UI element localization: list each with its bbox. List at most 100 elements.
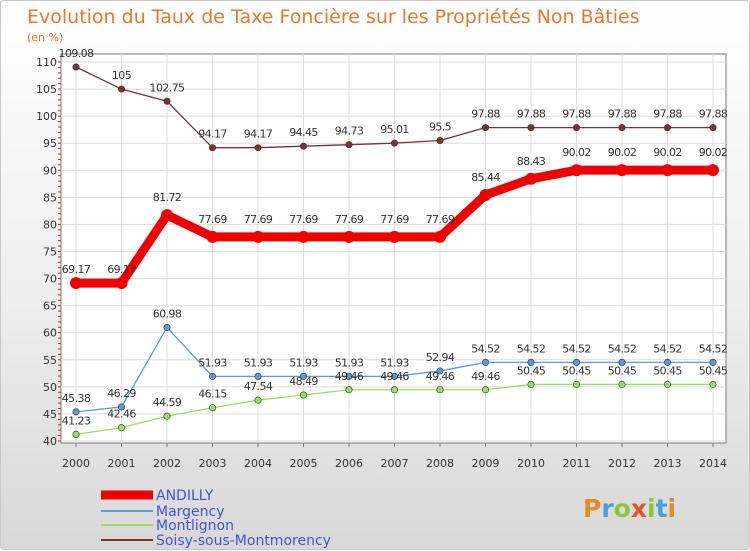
data-point — [572, 124, 580, 132]
data-point — [434, 230, 446, 243]
data-point — [570, 164, 583, 177]
data-point — [436, 137, 444, 145]
x-tick-label: 2014 — [699, 457, 727, 470]
y-tick-label: 55 — [43, 354, 57, 367]
data-label: 90.02 — [699, 146, 728, 159]
y-tick-label: 45 — [43, 408, 57, 421]
data-label: 54.52 — [653, 342, 682, 355]
data-point — [390, 139, 398, 147]
axes: 40 45 50 55 60 65 70 75 80 85 90 95 100 105 110 2000 200… — [36, 56, 727, 470]
data-label: 77.69 — [198, 213, 227, 226]
series-montlignon — [72, 380, 717, 438]
data-point — [661, 164, 674, 177]
legend-label: Margency — [156, 504, 225, 520]
data-point — [254, 372, 262, 380]
data-label: 52.94 — [426, 351, 455, 364]
logo-letter: o — [614, 494, 631, 523]
data-point — [663, 358, 671, 366]
data-label: 46.15 — [198, 388, 227, 401]
data-point — [709, 358, 717, 366]
data-point — [481, 386, 489, 394]
data-label: 69.17 — [62, 263, 91, 276]
data-point — [297, 230, 310, 243]
y-tick-label: 105 — [36, 83, 57, 96]
data-point — [72, 408, 80, 416]
data-point — [527, 124, 535, 132]
y-unit-label: (en %) — [27, 31, 63, 44]
data-point — [343, 230, 355, 243]
data-point — [163, 97, 171, 105]
data-label: 60.98 — [153, 307, 182, 320]
data-label: 97.88 — [653, 108, 682, 121]
data-point — [252, 230, 264, 243]
data-label: 49.46 — [471, 370, 500, 383]
data-label: 77.69 — [426, 213, 455, 226]
x-tick-label: 2005 — [290, 457, 318, 470]
data-label: 47.54 — [244, 380, 273, 393]
data-label: 94.17 — [244, 128, 273, 141]
data-point — [388, 230, 401, 243]
x-tick-label: 2002 — [153, 457, 181, 470]
y-tick-label: 75 — [43, 246, 57, 259]
logo-letter: P — [583, 494, 601, 523]
x-tick-label: 2000 — [62, 457, 90, 470]
y-tick-label: 70 — [43, 273, 57, 286]
data-point — [254, 396, 262, 404]
data-point — [618, 380, 626, 388]
data-label: 51.93 — [380, 356, 409, 369]
x-tick-label: 2011 — [563, 457, 591, 470]
data-point — [163, 323, 171, 331]
y-tick-label: 110 — [36, 56, 57, 69]
data-label: 94.17 — [198, 128, 227, 141]
data-label: 102.75 — [150, 81, 185, 94]
data-point — [481, 124, 489, 132]
data-label: 54.52 — [517, 342, 546, 355]
legend-label: Soisy-sous-Montmorency — [156, 533, 331, 549]
data-label: 77.69 — [380, 213, 409, 226]
y-tick-label: 100 — [36, 110, 57, 123]
data-label: 97.88 — [517, 108, 546, 121]
data-point — [618, 124, 626, 132]
data-label: 51.93 — [244, 356, 273, 369]
x-tick-label: 2003 — [199, 457, 227, 470]
data-label: 42.46 — [107, 408, 136, 421]
data-label: 50.45 — [699, 364, 728, 377]
data-label: 45.38 — [62, 392, 91, 405]
data-label: 97.88 — [699, 108, 728, 121]
data-point — [527, 358, 535, 366]
data-point — [345, 372, 353, 380]
data-label: 46.29 — [107, 387, 136, 400]
data-point — [299, 372, 307, 380]
data-point — [254, 144, 262, 152]
data-label: 54.52 — [699, 342, 728, 355]
x-tick-label: 2010 — [517, 457, 545, 470]
data-label: 90.02 — [653, 146, 682, 159]
data-point — [118, 85, 126, 93]
data-point — [525, 172, 537, 185]
data-point — [118, 403, 126, 411]
data-label: 77.69 — [335, 213, 364, 226]
data-point — [118, 424, 126, 432]
x-tick-label: 2007 — [381, 457, 409, 470]
data-point — [436, 386, 444, 394]
data-label: 90.02 — [608, 146, 637, 159]
data-point — [663, 124, 671, 132]
x-tick-label: 2006 — [335, 457, 363, 470]
data-point — [618, 358, 626, 366]
data-point — [115, 277, 128, 290]
data-point — [709, 380, 717, 388]
legend-label: Montlignon — [156, 518, 234, 534]
y-tick-label: 50 — [43, 381, 57, 394]
chart-title: Evolution du Taux de Taxe Foncière sur l… — [27, 6, 640, 28]
data-label: 54.52 — [608, 342, 637, 355]
data-point — [479, 188, 492, 201]
data-point — [390, 372, 398, 380]
legend-label: ANDILLY — [156, 488, 214, 504]
legend: ANDILLYMargencyMontlignonSoisy-sous-Mont… — [101, 488, 331, 549]
logo-letter: i — [647, 494, 656, 523]
data-point — [390, 386, 398, 394]
data-point — [572, 380, 580, 388]
data-label: 90.02 — [562, 146, 591, 159]
